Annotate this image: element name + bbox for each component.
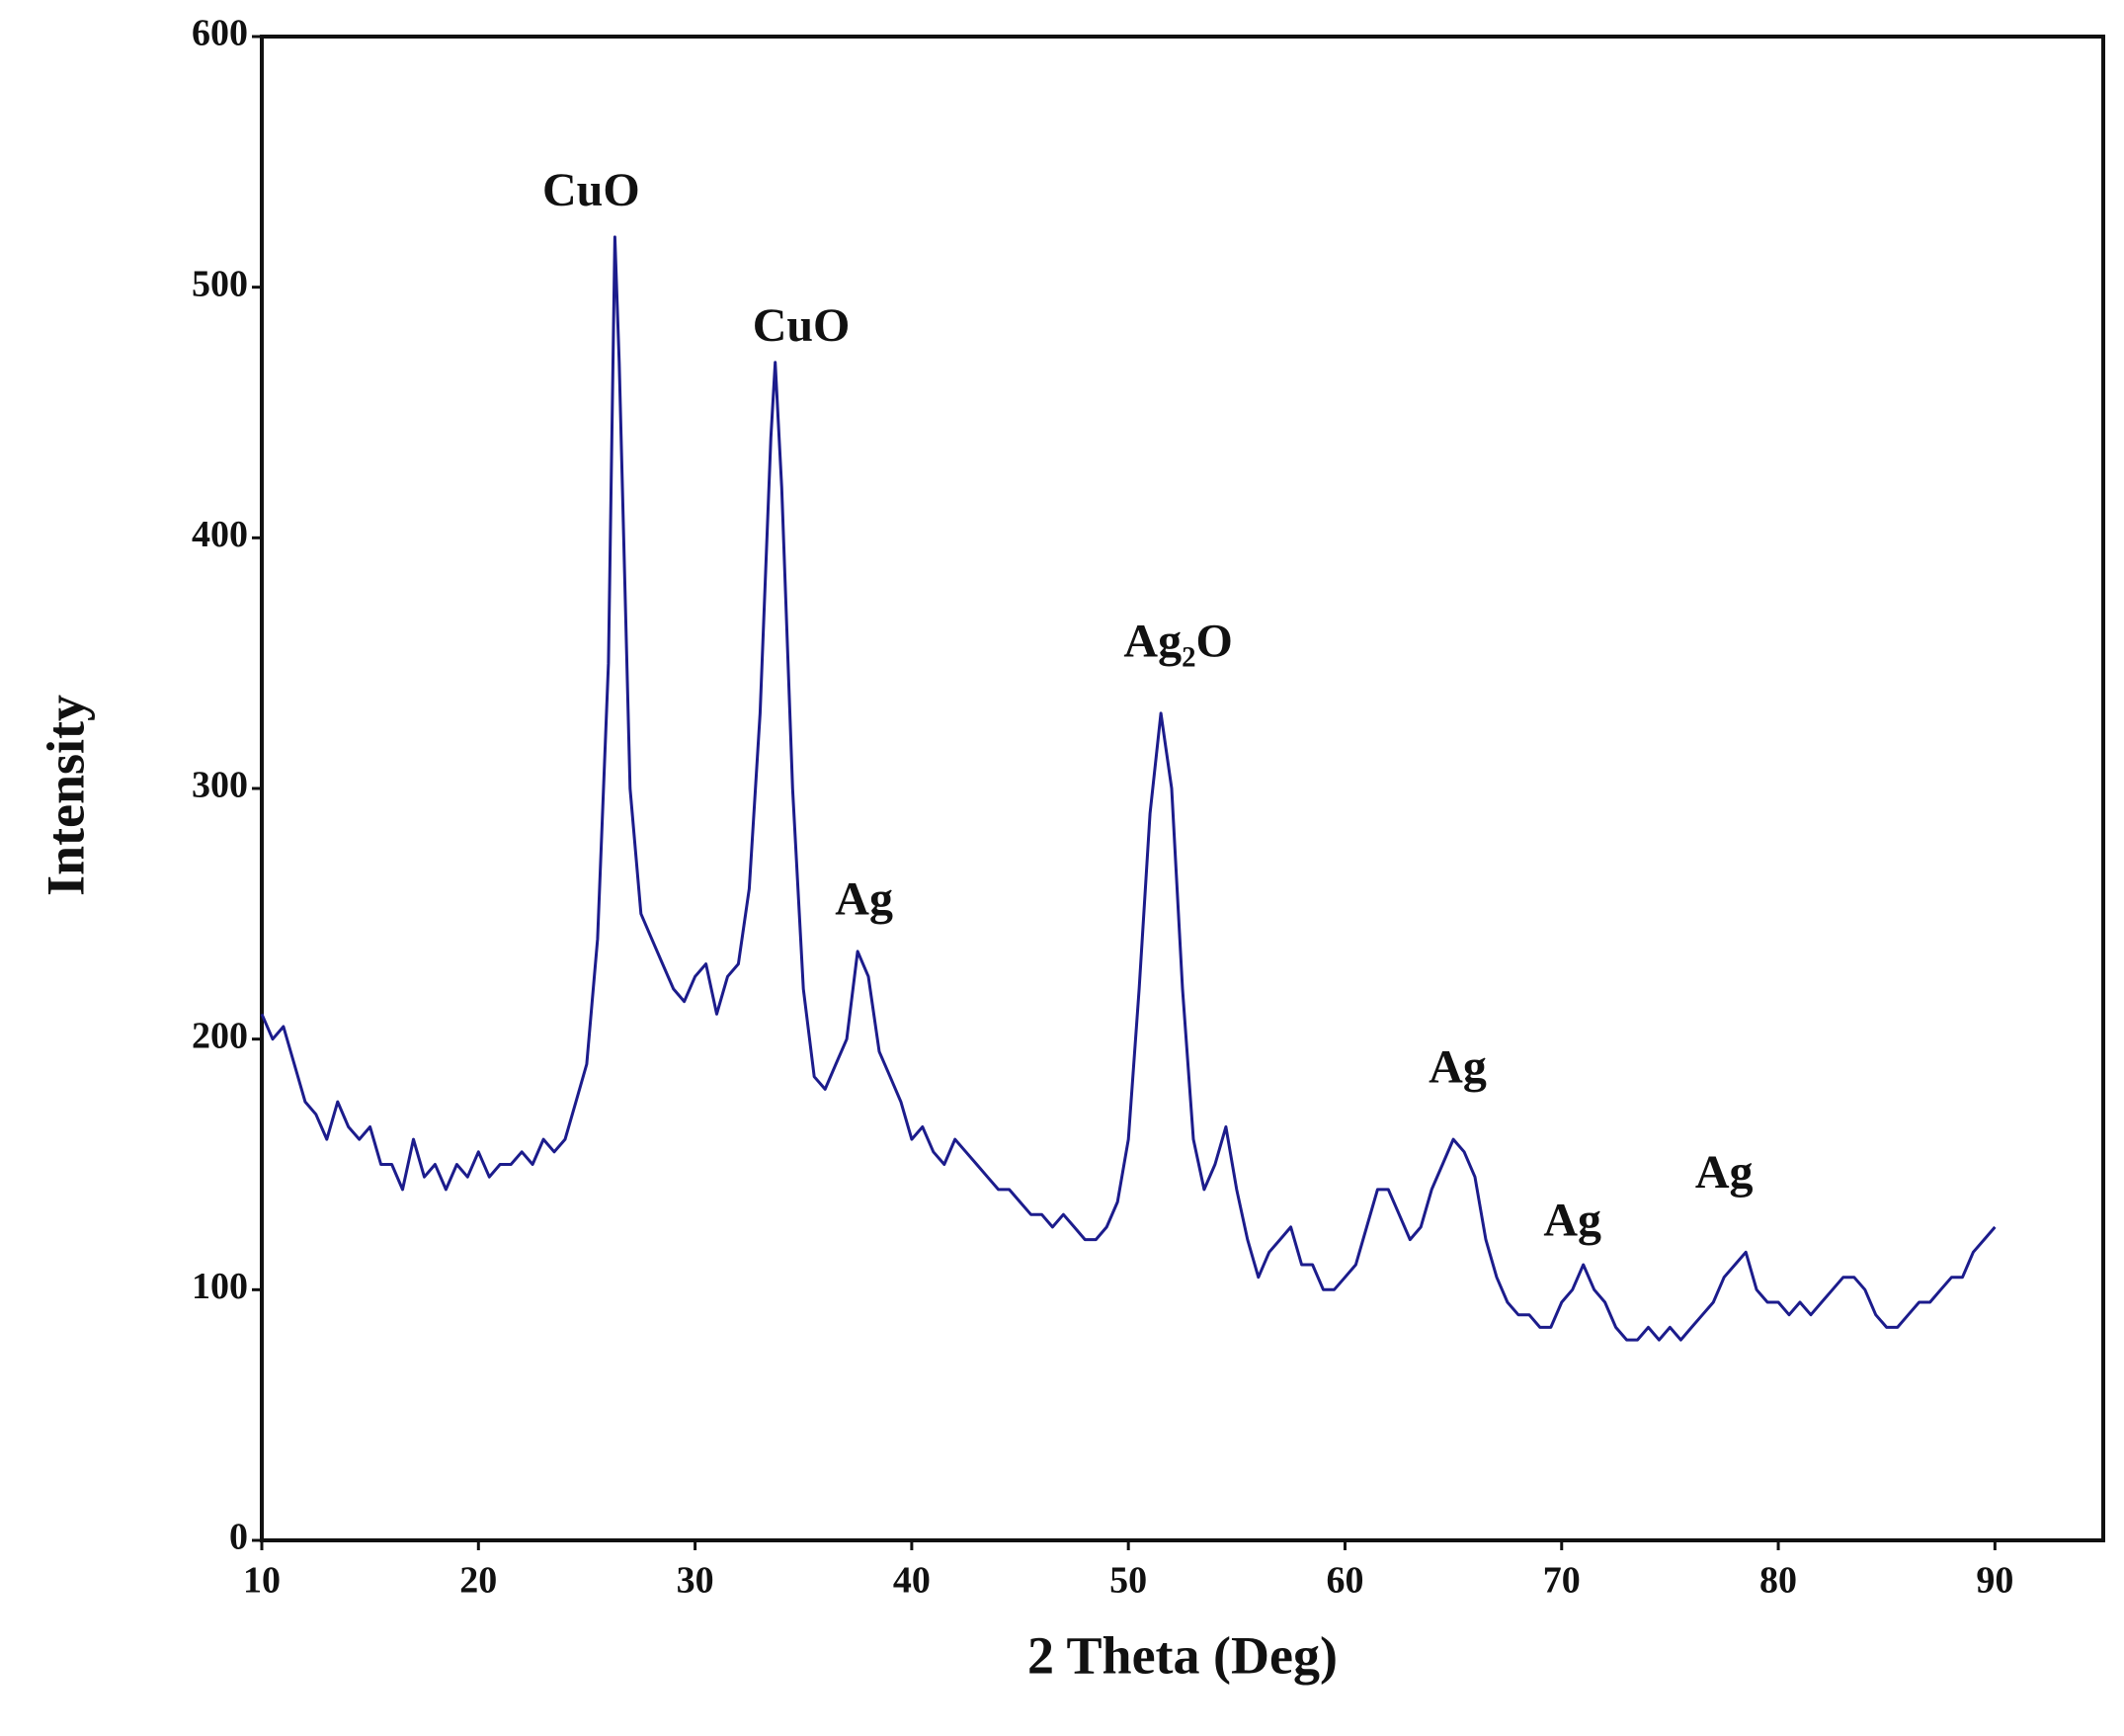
peak-label: CuO bbox=[542, 164, 640, 216]
y-tick-label: 600 bbox=[192, 13, 248, 54]
y-tick-label: 500 bbox=[192, 263, 248, 304]
y-axis-title: Intensity bbox=[36, 695, 95, 896]
x-tick-label: 70 bbox=[1543, 1560, 1581, 1602]
peak-label: Ag bbox=[835, 873, 893, 926]
x-tick-label: 40 bbox=[893, 1560, 931, 1602]
y-tick-label: 400 bbox=[192, 514, 248, 555]
y-tick-label: 0 bbox=[229, 1517, 248, 1558]
y-tick-label: 300 bbox=[192, 765, 248, 806]
peak-label: Ag bbox=[1695, 1146, 1754, 1199]
xrd-line bbox=[260, 235, 1997, 1342]
x-tick-label: 80 bbox=[1759, 1560, 1797, 1602]
plot-frame bbox=[260, 35, 2105, 1542]
x-tick-label: 20 bbox=[459, 1560, 497, 1602]
y-tick-label: 100 bbox=[192, 1266, 248, 1307]
peak-label: Ag₂O bbox=[1123, 615, 1232, 667]
x-tick-label: 10 bbox=[243, 1560, 281, 1602]
peak-label: CuO bbox=[753, 299, 851, 352]
x-tick-label: 60 bbox=[1326, 1560, 1363, 1602]
x-axis-title: 2 Theta (Deg) bbox=[1027, 1625, 1338, 1685]
x-tick-label: 90 bbox=[1976, 1560, 2013, 1602]
x-tick-label: 30 bbox=[677, 1560, 714, 1602]
peak-label: Ag bbox=[1429, 1041, 1487, 1094]
y-tick-label: 200 bbox=[192, 1015, 248, 1056]
peak-label: Ag bbox=[1543, 1194, 1601, 1246]
x-tick-label: 50 bbox=[1109, 1560, 1147, 1602]
